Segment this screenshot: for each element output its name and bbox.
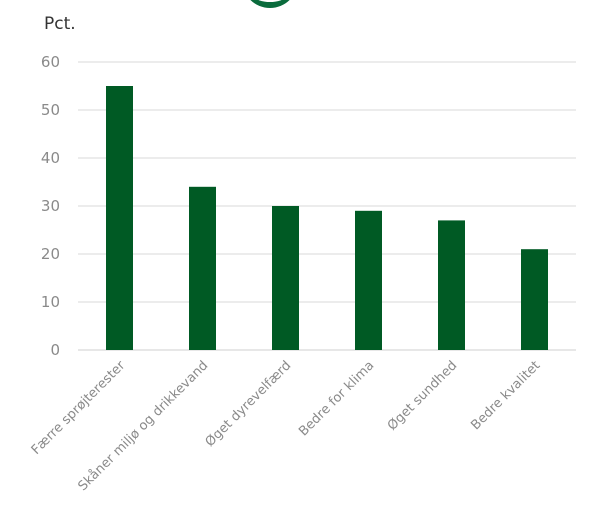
- x-category-label: Bedre kvalitet: [468, 358, 543, 433]
- bars: [106, 86, 548, 350]
- x-category-label: Bedre for klima: [296, 358, 377, 439]
- bar: [272, 206, 299, 350]
- bar: [521, 249, 548, 350]
- bar: [438, 220, 465, 350]
- x-category-label: Øget dyrevelfærd: [203, 358, 295, 450]
- grid-layer: [78, 61, 576, 351]
- x-category-label: Øget sundhed: [385, 358, 460, 433]
- y-axis-unit-label: Pct.: [44, 14, 76, 34]
- logo-arc: [242, 0, 298, 8]
- y-tick-label: 0: [50, 341, 60, 359]
- bar: [106, 86, 133, 350]
- y-tick-label: 40: [41, 149, 60, 167]
- y-tick-labels: 0 10 20 30 40 50 60: [41, 53, 60, 359]
- bar: [355, 210, 382, 350]
- bar: [189, 186, 216, 350]
- x-category-label: Skåner miljø og drikkevand: [75, 358, 211, 494]
- y-tick-label: 50: [41, 101, 60, 119]
- y-tick-label: 10: [41, 293, 60, 311]
- x-category-label: Færre sprøjterester: [29, 358, 129, 458]
- y-tick-label: 30: [41, 197, 60, 215]
- y-tick-label: 20: [41, 245, 60, 263]
- y-tick-label: 60: [41, 53, 60, 71]
